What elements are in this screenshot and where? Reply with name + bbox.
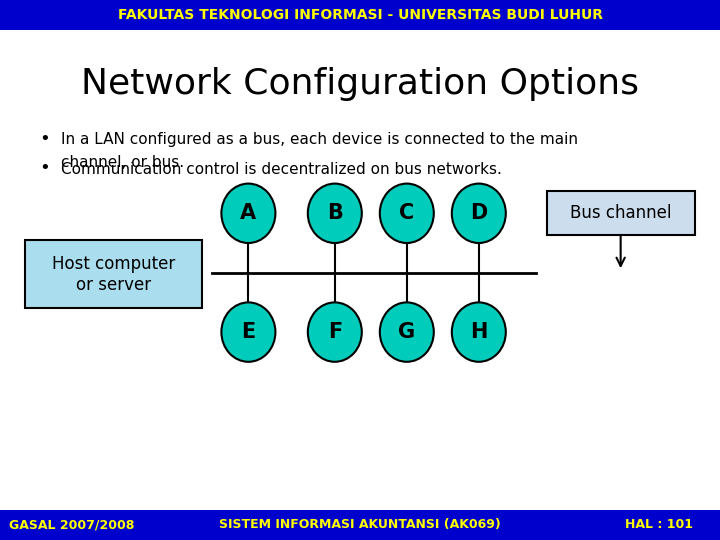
Text: Bus channel: Bus channel xyxy=(570,204,672,222)
Text: SISTEM INFORMASI AKUNTANSI (AK069): SISTEM INFORMASI AKUNTANSI (AK069) xyxy=(219,518,501,531)
Ellipse shape xyxy=(452,302,505,362)
Ellipse shape xyxy=(452,184,505,243)
Text: GASAL 2007/2008: GASAL 2007/2008 xyxy=(9,518,135,531)
Text: HAL : 101: HAL : 101 xyxy=(625,518,693,531)
Ellipse shape xyxy=(308,184,362,243)
Text: channel, or bus.: channel, or bus. xyxy=(61,155,184,170)
FancyBboxPatch shape xyxy=(547,191,695,235)
Ellipse shape xyxy=(308,302,362,362)
Text: D: D xyxy=(470,203,487,224)
FancyBboxPatch shape xyxy=(25,240,202,308)
Ellipse shape xyxy=(222,302,275,362)
Text: E: E xyxy=(241,322,256,342)
Text: B: B xyxy=(327,203,343,224)
Text: or server: or server xyxy=(76,276,151,294)
Text: FAKULTAS TEKNOLOGI INFORMASI - UNIVERSITAS BUDI LUHUR: FAKULTAS TEKNOLOGI INFORMASI - UNIVERSIT… xyxy=(117,8,603,22)
Text: H: H xyxy=(470,322,487,342)
Bar xyxy=(0,510,720,540)
Bar xyxy=(0,0,720,30)
Text: F: F xyxy=(328,322,342,342)
Text: Communication control is decentralized on bus networks.: Communication control is decentralized o… xyxy=(61,162,502,177)
Text: •: • xyxy=(40,159,50,177)
Text: •: • xyxy=(40,130,50,147)
Text: Network Configuration Options: Network Configuration Options xyxy=(81,67,639,100)
Text: A: A xyxy=(240,203,256,224)
Text: In a LAN configured as a bus, each device is connected to the main: In a LAN configured as a bus, each devic… xyxy=(61,132,578,147)
Text: G: G xyxy=(398,322,415,342)
Ellipse shape xyxy=(380,302,433,362)
Text: Host computer: Host computer xyxy=(52,255,175,273)
Text: C: C xyxy=(399,203,415,224)
Ellipse shape xyxy=(380,184,433,243)
Ellipse shape xyxy=(222,184,275,243)
